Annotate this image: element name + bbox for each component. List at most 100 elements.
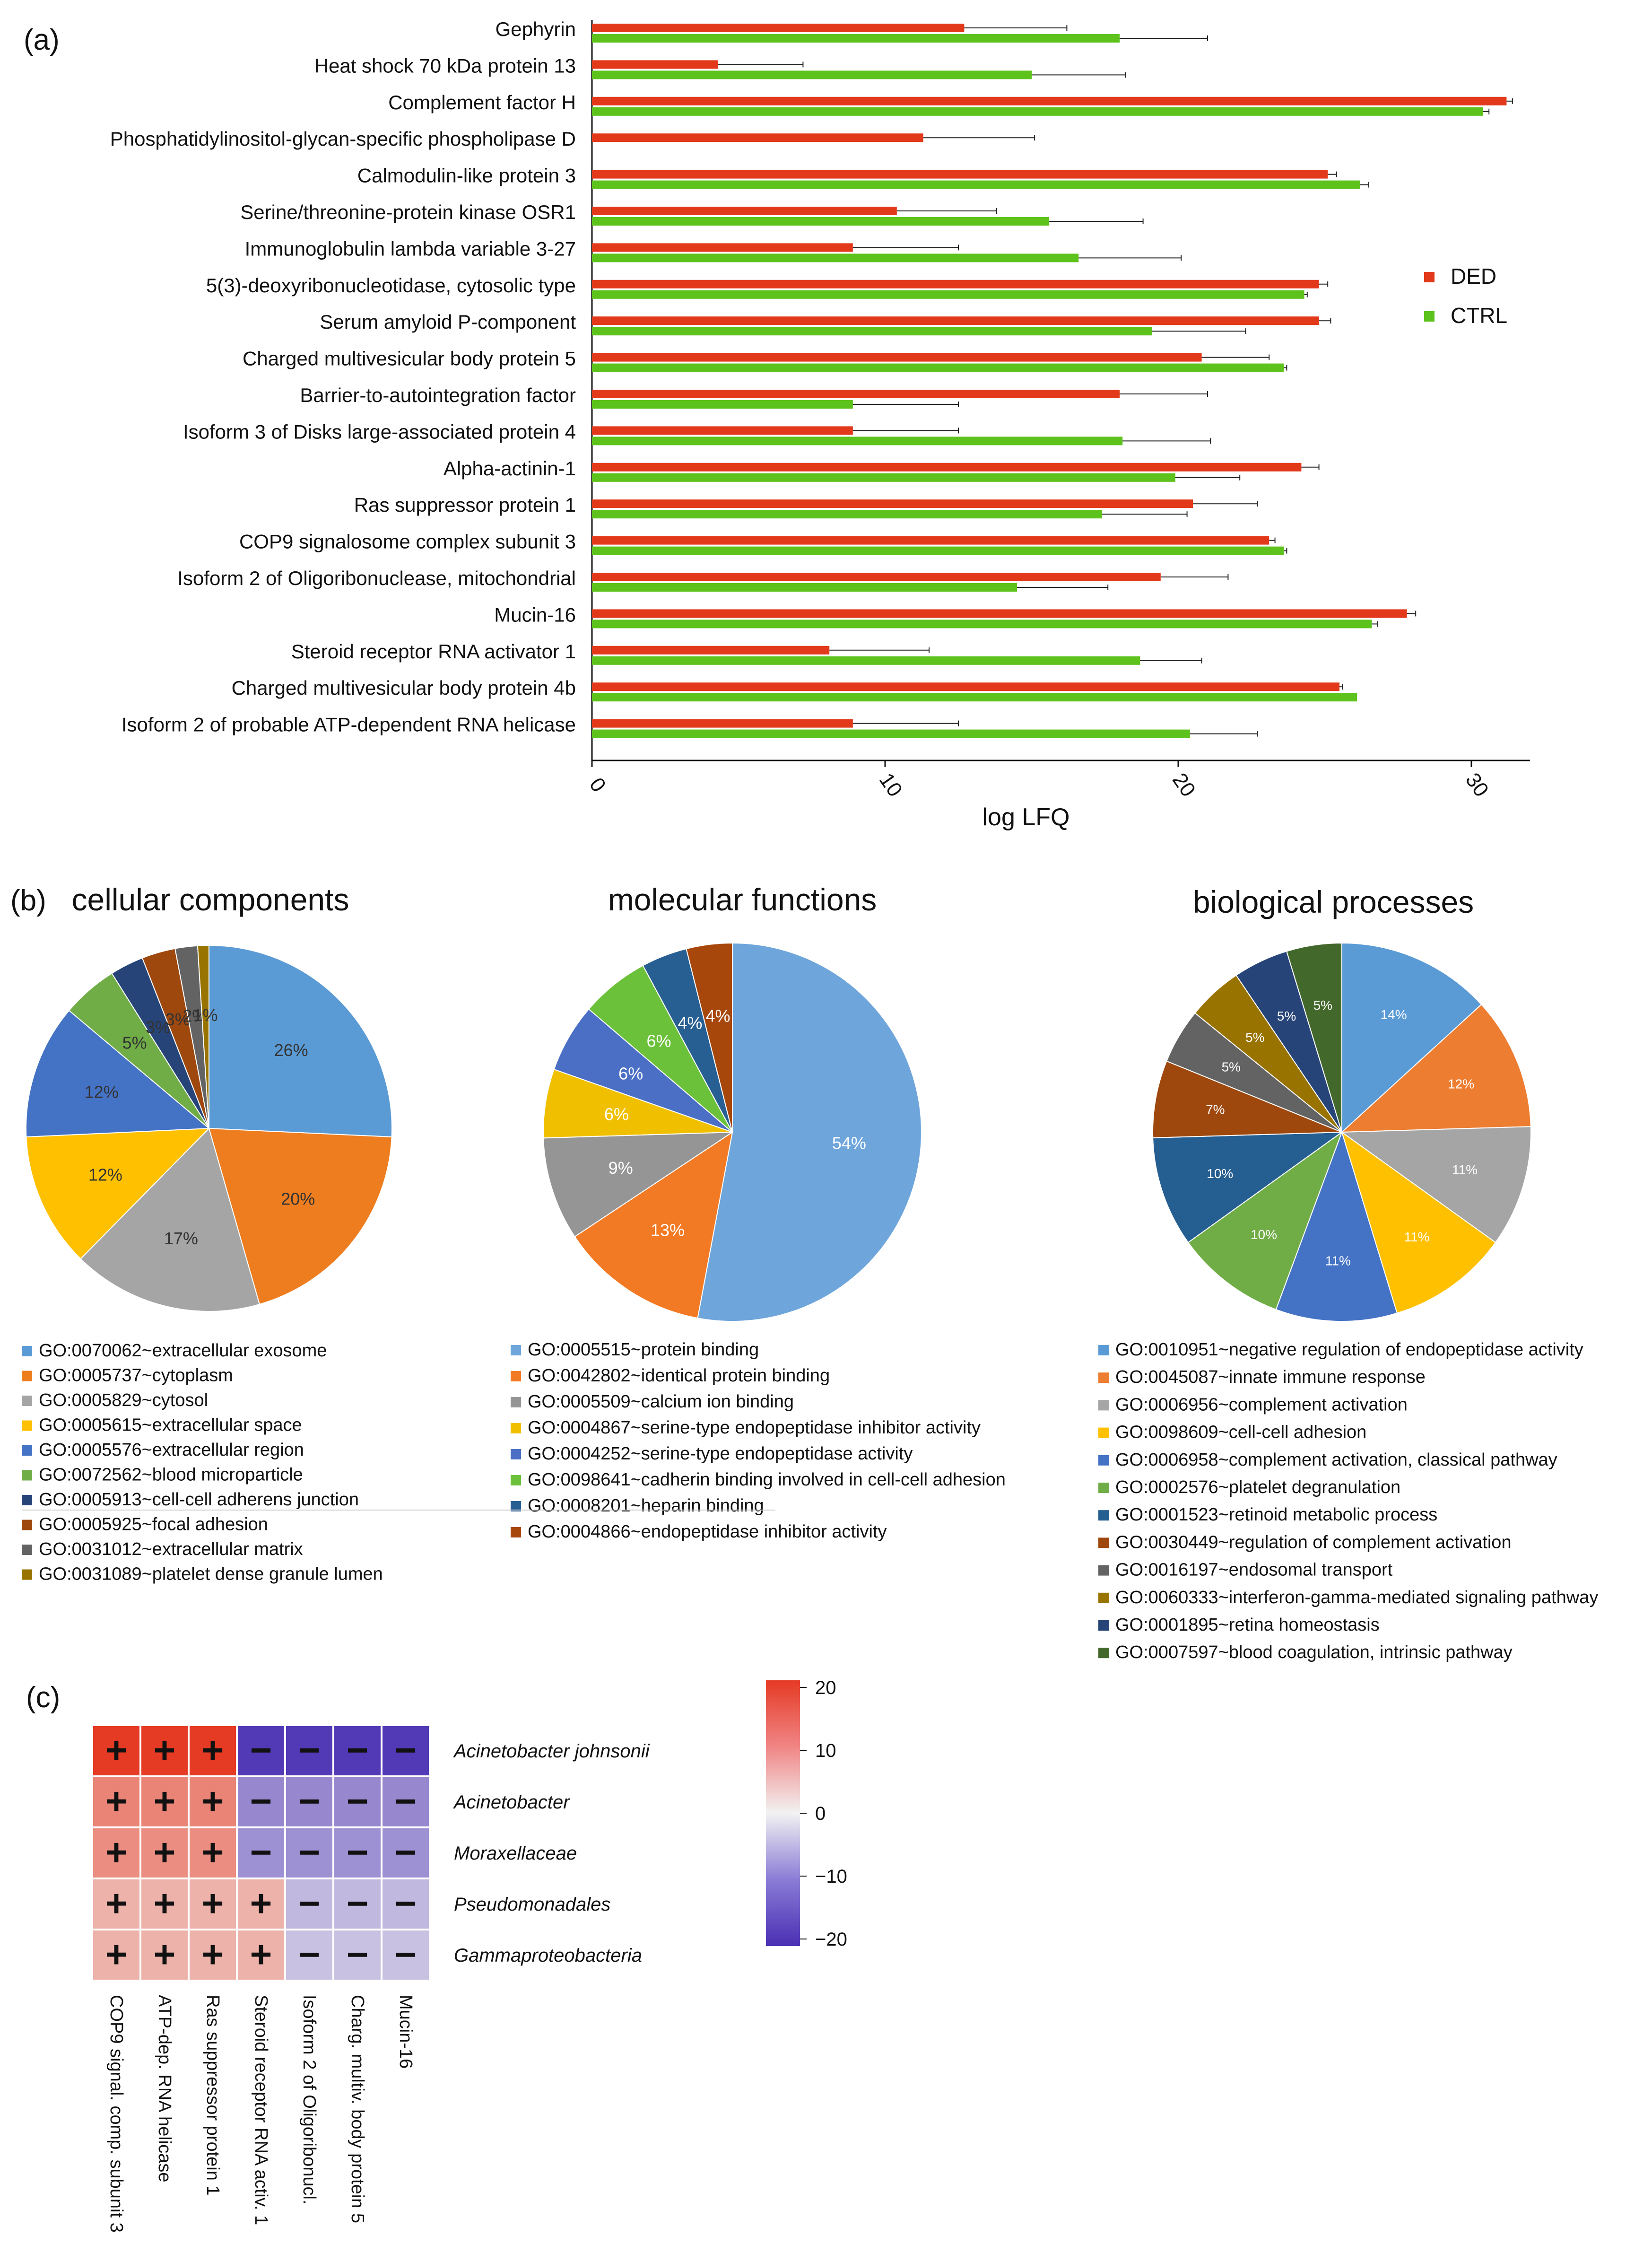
heatmap-sign: −: [395, 1780, 417, 1822]
heatmap-cell: [91, 1826, 141, 1879]
bar-ded: [592, 24, 965, 32]
heatmap-sign: −: [347, 1933, 369, 1975]
heatmap-cell: [284, 1878, 334, 1930]
bar-ded: [592, 499, 1193, 508]
panel-label-c: (c): [26, 1681, 60, 1714]
bar-ded: [592, 609, 1407, 618]
heatmap-sign: −: [250, 1729, 272, 1771]
heatmap-sign: −: [395, 1831, 417, 1873]
bar-ded: [592, 279, 1319, 288]
heatmap-sign: +: [202, 1933, 224, 1975]
pie-slice-label: 4%: [678, 1013, 702, 1032]
pie-slice: [1275, 1130, 1398, 1322]
category-label: Steroid receptor RNA activator 1: [291, 640, 576, 663]
heatmap-sign: +: [105, 1780, 128, 1822]
legend-label: GO:0060333~interferon-gamma-mediated sig…: [1115, 1588, 1598, 1607]
legend-swatch: [1098, 1510, 1109, 1521]
pie-slice-label: 54%: [832, 1134, 866, 1153]
bar-ded: [592, 96, 1507, 105]
bar-ctrl: [592, 729, 1190, 738]
legend-swatch: [22, 1470, 32, 1481]
heatmap-sign: −: [347, 1831, 369, 1873]
heatmap-sign: −: [298, 1729, 321, 1771]
heatmap-sign: −: [395, 1729, 417, 1771]
heatmap-sign: +: [154, 1780, 176, 1822]
pie-slice: [543, 1068, 733, 1139]
heatmap-sign: −: [395, 1882, 417, 1924]
pie-slice: [686, 942, 733, 1133]
legend-label: GO:0005576~extracellular region: [39, 1440, 304, 1460]
bar-ctrl: [592, 656, 1140, 665]
pie-charts: 26%20%17%12%12%5%3%3%2%1%54%13%9%6%6%6%4…: [25, 942, 1531, 1322]
legend-swatch: [22, 1569, 32, 1580]
heatmap-sign: +: [202, 1729, 224, 1771]
pie-slice: [588, 965, 733, 1133]
heatmap-cell: [381, 1724, 431, 1777]
category-label: Serine/threonine-protein kinase OSR1: [240, 201, 576, 223]
pie-slice: [574, 1131, 733, 1319]
pie-slice-label: 13%: [651, 1220, 685, 1240]
bar-ctrl: [592, 546, 1284, 555]
heatmap-sign: −: [347, 1729, 369, 1771]
pie-title-cellular-components: cellular components: [72, 882, 349, 917]
heatmap-sign: −: [347, 1780, 369, 1822]
legend-label: GO:0016197~endosomal transport: [1115, 1560, 1393, 1580]
heatmap-cell: [139, 1826, 190, 1879]
legend-label: GO:0005509~calcium ion binding: [528, 1392, 794, 1412]
legend-label: GO:0070062~extracellular exosome: [39, 1341, 327, 1361]
heatmap-sign: +: [154, 1729, 176, 1771]
pie-slice-label: 20%: [281, 1189, 315, 1208]
pie-slice-label: 14%: [1381, 1007, 1407, 1022]
category-label: Isoform 2 of probable ATP-dependent RNA …: [122, 714, 576, 736]
legend-swatch: [1098, 1345, 1109, 1355]
category-label: Phosphatidylinositol-glycan-specific pho…: [110, 128, 576, 150]
heatmap-cell: [188, 1775, 238, 1828]
heatmap-sign: +: [154, 1933, 176, 1975]
pie-slice: [25, 1010, 210, 1138]
pie-slice-label: 5%: [1245, 1030, 1264, 1045]
legend-swatch-ded: [1424, 272, 1435, 282]
heatmap-cell: [139, 1775, 190, 1828]
legend-label: GO:0004252~serine-type endopeptidase act…: [528, 1444, 913, 1464]
bar-ded: [592, 316, 1319, 325]
legend-swatch: [22, 1520, 32, 1530]
category-label: Isoform 3 of Disks large-associated prot…: [183, 420, 576, 443]
pie-slice-label: 6%: [618, 1064, 643, 1083]
legend-label: GO:0004867~serine-type endopeptidase inh…: [528, 1418, 981, 1438]
legend-label: GO:0005515~protein binding: [528, 1340, 759, 1360]
pie-slice-label: 10%: [1207, 1166, 1233, 1181]
heatmap-col-label: ATP-dep. RNA helicase: [155, 1995, 174, 2182]
legend-label: GO:0006956~complement activation: [1115, 1395, 1408, 1415]
category-label: Isoform 2 of Oligoribonuclease, mitochon…: [177, 567, 576, 589]
legend-swatch: [22, 1371, 32, 1381]
heatmap-sign: −: [298, 1933, 321, 1975]
legend-swatch: [1098, 1537, 1109, 1548]
pie-slice-label: 12%: [88, 1165, 122, 1184]
pie-slice: [1341, 942, 1482, 1134]
legend-swatch: [1098, 1455, 1109, 1466]
x-axis-label: log LFQ: [983, 803, 1070, 831]
category-label: Barrier-to-autointegration factor: [300, 384, 576, 406]
category-label: Mucin-16: [494, 603, 576, 626]
pie-slice-label: 11%: [1452, 1162, 1478, 1177]
legend-label: GO:0008201~heparin binding: [528, 1496, 764, 1516]
legend-swatch: [22, 1495, 32, 1505]
heatmap-sign: +: [105, 1831, 128, 1873]
pie-slice-label: 9%: [609, 1158, 633, 1178]
heatmap-col-label: Ras suppressor protein 1: [203, 1995, 223, 2196]
heatmap-sign: −: [395, 1933, 417, 1975]
heatmap-row-label: Acinetobacter: [453, 1792, 570, 1813]
bar-ded: [592, 719, 853, 728]
legend-label: GO:0005829~cytosol: [39, 1390, 208, 1410]
heatmap-sign: −: [250, 1831, 272, 1873]
legend-label: GO:0005925~focal adhesion: [39, 1515, 268, 1535]
heatmap-cell: [284, 1929, 334, 1982]
heatmap-sign: +: [154, 1882, 176, 1924]
legend-swatch: [511, 1397, 521, 1407]
bar-ctrl: [592, 583, 1017, 592]
bar-ctrl: [592, 510, 1102, 519]
heatmap-cell: [381, 1826, 431, 1879]
bar-ded: [592, 682, 1339, 691]
heatmap-cell: [188, 1878, 238, 1930]
colorbar-tick-label: 20: [815, 1677, 836, 1698]
